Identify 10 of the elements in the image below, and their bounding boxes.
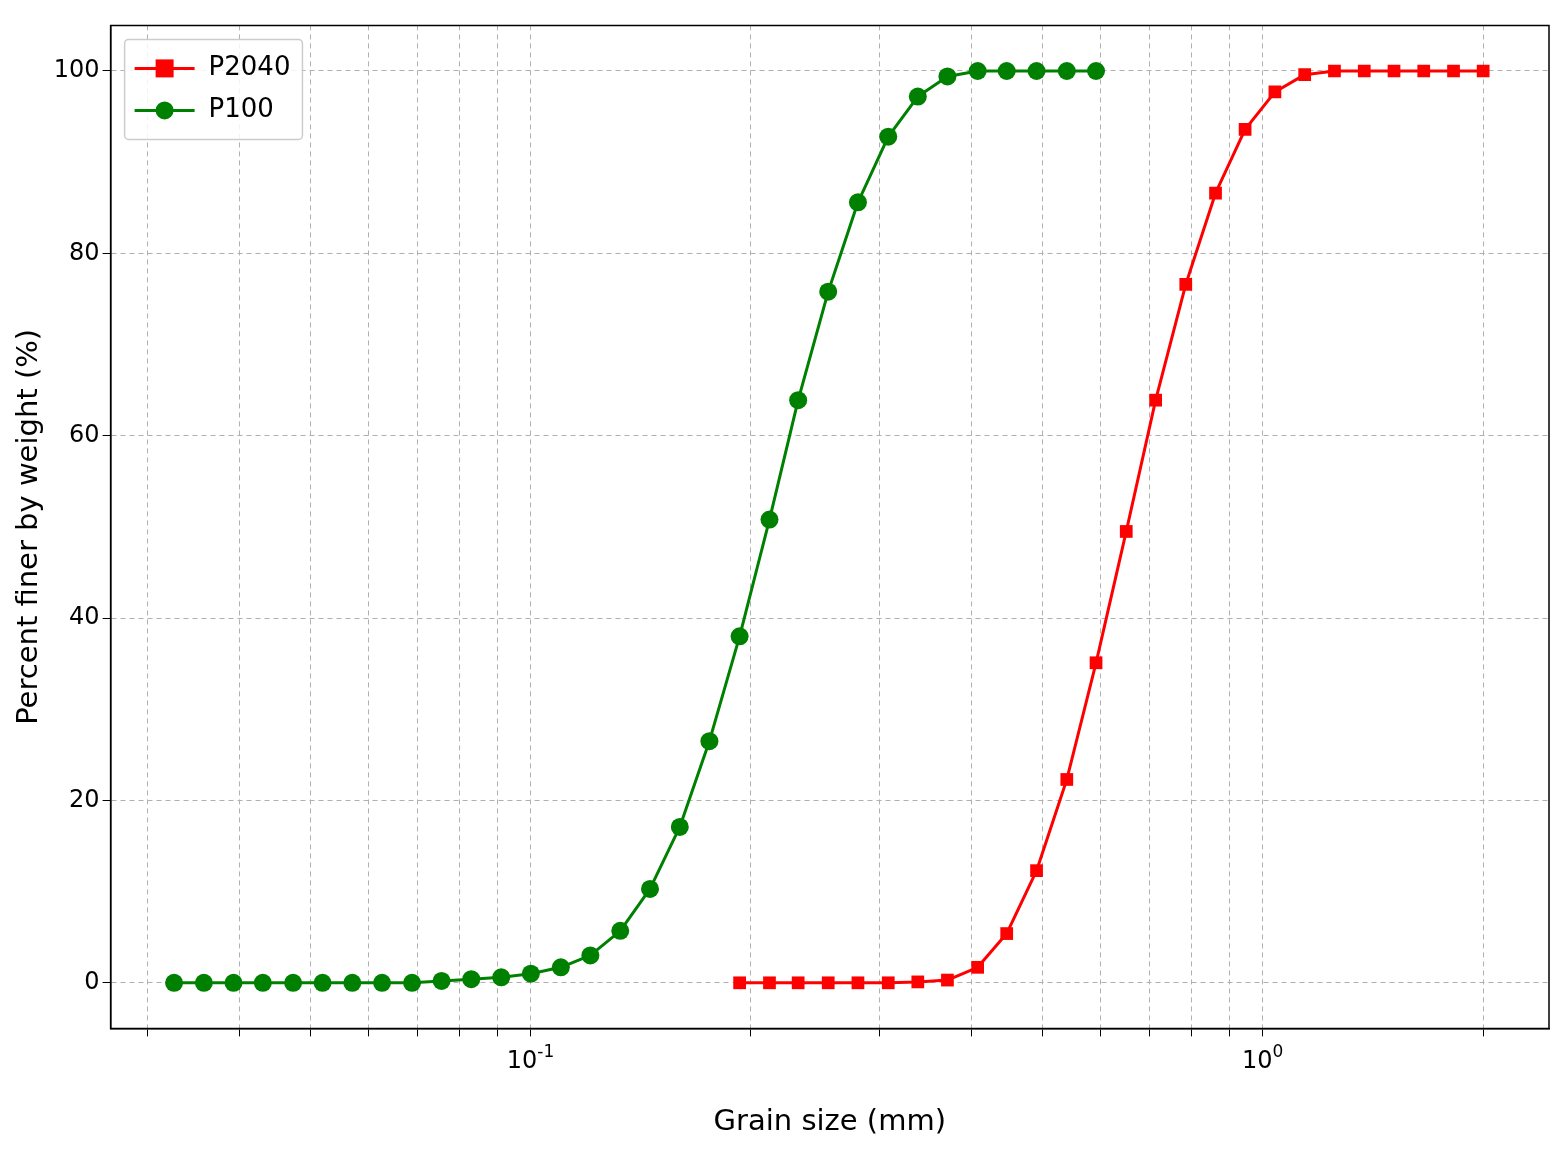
y-tick-label: 40 — [69, 602, 100, 631]
legend-label: P2040 — [208, 51, 291, 82]
x-axis-title: Grain size (mm) — [713, 1103, 947, 1138]
y-tick-label: 0 — [84, 967, 100, 996]
y-tick-label: 100 — [53, 55, 100, 84]
legend-label: P100 — [208, 93, 274, 124]
y-axis-title: Percent finer by weight (%) — [9, 328, 44, 725]
y-tick-label: 80 — [69, 237, 100, 266]
y-tick-label: 20 — [69, 784, 100, 813]
y-tick-label: 60 — [69, 419, 100, 448]
